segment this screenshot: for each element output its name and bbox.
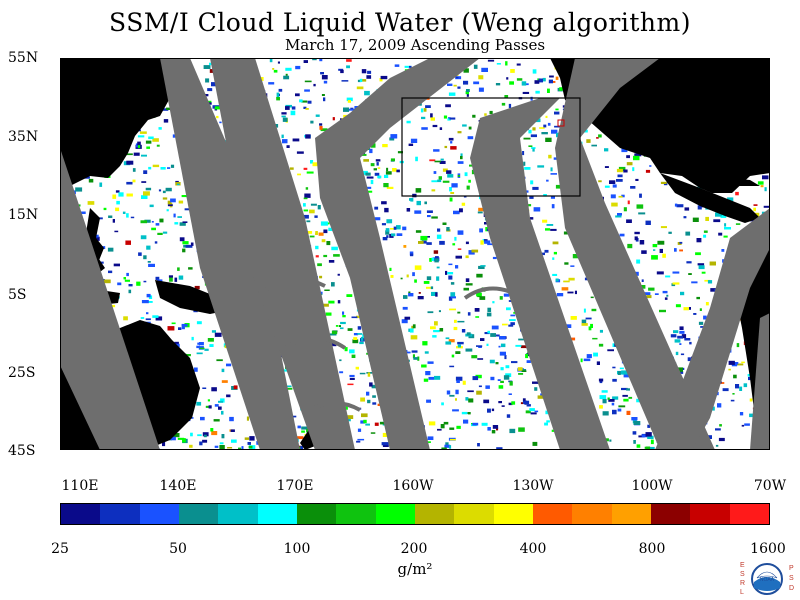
color-bar xyxy=(60,503,770,525)
logo-right-letter: D xyxy=(789,585,794,592)
lat-label: 55N xyxy=(8,50,39,66)
lon-label: 140E xyxy=(159,478,197,494)
lon-label: 130W xyxy=(512,478,554,494)
logo-left-letter: L xyxy=(740,589,744,596)
orbit-gap-4 xyxy=(315,58,480,450)
land-central-america xyxy=(660,173,760,223)
orbit-gap-2 xyxy=(160,58,300,450)
land-cuba xyxy=(710,176,760,186)
colorbar-swatch xyxy=(611,504,651,524)
orbit-gap-5 xyxy=(470,98,610,450)
colorbar-label: 800 xyxy=(638,541,666,557)
colorbar-swatch xyxy=(454,504,494,524)
small-marker xyxy=(557,119,565,127)
colorbar-swatch xyxy=(296,504,337,524)
chart-subtitle: March 17, 2009 Ascending Passes xyxy=(284,36,546,54)
colorbar-swatch xyxy=(375,504,415,524)
colorbar-label: 400 xyxy=(519,541,547,557)
logo-left-letter: R xyxy=(740,580,745,587)
logo-center-text: NOAA xyxy=(760,577,775,583)
logo-left-letter: E xyxy=(740,562,745,569)
lon-label: 160W xyxy=(392,478,434,494)
lat-label: 45S xyxy=(8,443,36,459)
colorbar-swatch xyxy=(336,504,376,524)
region-box xyxy=(401,97,581,197)
data-gaps xyxy=(60,58,770,450)
colorbar-swatch xyxy=(257,504,297,524)
colorbar-swatch xyxy=(218,504,258,524)
logo-right-letter: S xyxy=(789,575,794,582)
colorbar-label: 200 xyxy=(400,541,428,557)
logo-left-letter: S xyxy=(740,571,745,578)
lon-label: 110E xyxy=(61,478,99,494)
colorbar-swatch xyxy=(414,504,455,524)
colorbar-label: 100 xyxy=(283,541,311,557)
lat-label: 5S xyxy=(8,287,27,303)
noaa-esrl-psd-logo: E S R L P S D NOAA xyxy=(740,562,794,596)
orbit-gap-7 xyxy=(655,208,770,450)
colorbar-swatch xyxy=(690,504,730,524)
chart-title: SSM/I Cloud Liquid Water (Weng algorithm… xyxy=(109,8,691,37)
lon-label: 170E xyxy=(276,478,314,494)
land-new-guinea xyxy=(155,280,230,314)
colorbar-swatch xyxy=(650,504,691,524)
orbit-gap-1 xyxy=(60,148,160,450)
orbit-arc-2 xyxy=(463,286,521,300)
colorbar-label: 50 xyxy=(169,541,187,557)
orbit-gap-6 xyxy=(555,58,715,450)
lon-label: 70W xyxy=(753,478,787,494)
map-border xyxy=(60,58,770,450)
colorbar-swatch xyxy=(729,504,769,524)
orbit-gap-8 xyxy=(750,313,770,450)
lat-label: 35N xyxy=(8,129,39,145)
colorbar-swatch xyxy=(61,504,101,524)
colorbar-swatch xyxy=(100,504,140,524)
orbit-arc-4 xyxy=(309,401,361,412)
land-asia xyxy=(60,58,182,188)
orbit-arc-3 xyxy=(283,336,347,350)
colorbar-swatch xyxy=(572,504,612,524)
colorbar-label: 25 xyxy=(51,541,69,557)
colorbar-swatch xyxy=(178,504,219,524)
colorbar-units: g/m² xyxy=(397,560,433,578)
lon-label: 100W xyxy=(631,478,673,494)
logo-right-letter: P xyxy=(789,565,794,572)
colorbar-swatch xyxy=(139,504,179,524)
cloud-water-map xyxy=(60,58,770,450)
orbit-arc-1 xyxy=(253,277,326,300)
colorbar-swatch xyxy=(493,504,533,524)
orbit-gap-3 xyxy=(210,58,355,450)
colorbar-label: 1600 xyxy=(750,541,786,557)
lat-label: 25S xyxy=(8,365,36,381)
colorbar-swatch xyxy=(532,504,573,524)
land-japan xyxy=(120,112,140,132)
lat-label: 15N xyxy=(8,207,39,223)
